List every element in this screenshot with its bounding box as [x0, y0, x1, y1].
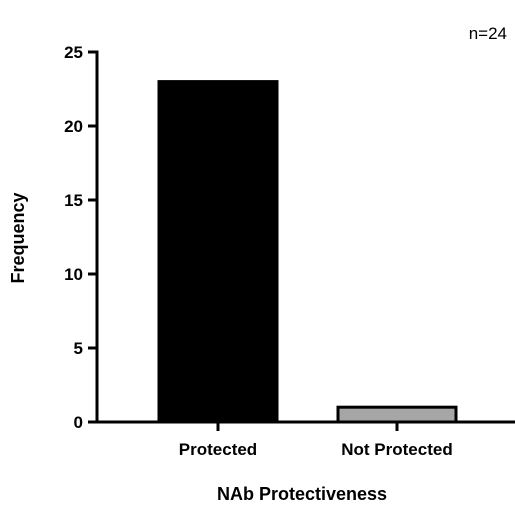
y-tick-label: 20	[64, 117, 83, 136]
y-axis: 0 5 10 15 20 25	[64, 43, 99, 432]
x-tick-label: Protected	[179, 440, 257, 459]
bars	[157, 80, 458, 424]
y-ticks: 0 5 10 15 20 25	[64, 43, 97, 432]
x-axis-title: NAb Protectiveness	[217, 484, 387, 504]
bar-protected	[157, 80, 279, 424]
y-tick-label: 15	[64, 191, 83, 210]
y-tick-label: 25	[64, 43, 83, 62]
x-tick-label: Not Protected	[341, 440, 452, 459]
sample-size-annotation: n=24	[469, 24, 507, 43]
y-tick-label: 0	[74, 413, 83, 432]
x-axis: Protected Not Protected	[95, 420, 515, 459]
x-ticks: Protected Not Protected	[179, 422, 453, 459]
y-axis-title: Frequency	[8, 192, 28, 283]
y-tick-label: 5	[74, 339, 83, 358]
y-tick-label: 10	[64, 265, 83, 284]
bar-not-protected	[336, 405, 458, 424]
